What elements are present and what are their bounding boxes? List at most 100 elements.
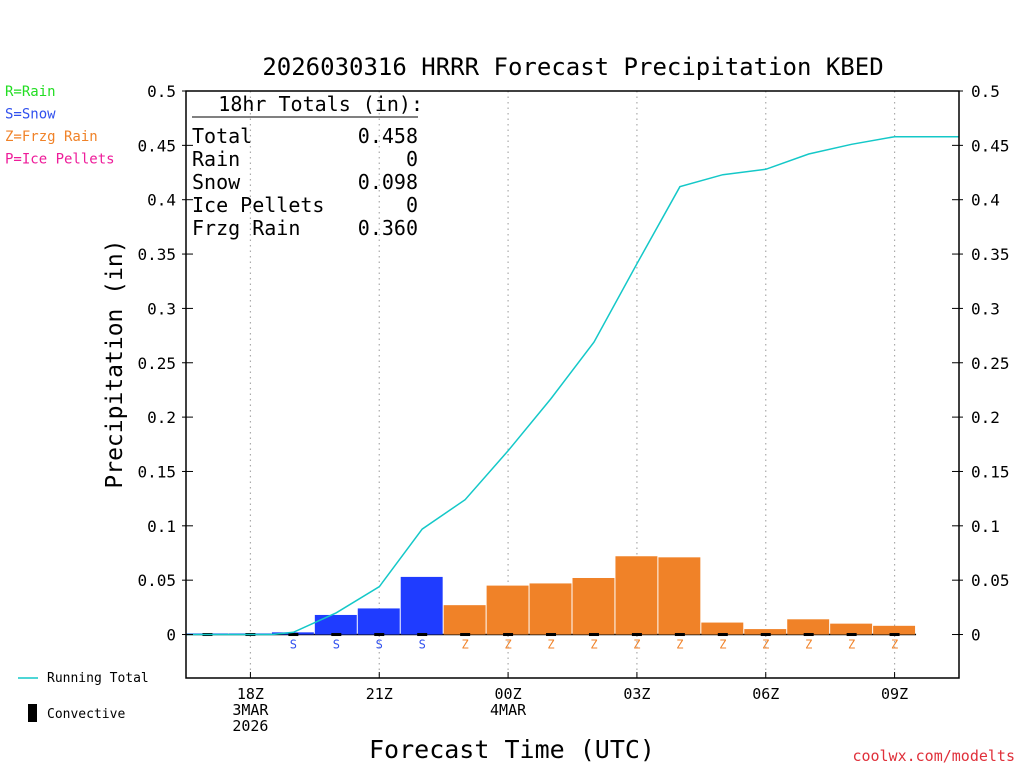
precip-type-legend: R=Rain S=Snow Z=Frzg Rain P=Ice Pellets: [5, 84, 115, 168]
convective-mark-22: [417, 633, 428, 637]
y-tick-label-left: 0.25: [137, 354, 176, 373]
y-tick-label-right: 0.5: [971, 82, 1000, 101]
y-tick-label-right: 0.4: [971, 191, 1000, 210]
bar-hour-29: [701, 622, 744, 635]
x-tick-label: 09Z: [881, 685, 908, 703]
convective-mark-32: [846, 633, 857, 637]
y-tick-label-left: 0.4: [147, 191, 176, 210]
y-tick-label-right: 0.3: [971, 299, 1000, 318]
x-tick-label: 21Z: [366, 685, 393, 703]
legend-entry-3: P=Ice Pellets: [5, 152, 115, 168]
type-mark-32: Z: [848, 638, 855, 652]
y-axis-label: Precipitation (in): [102, 239, 128, 488]
y-tick-label-left: 0.05: [137, 571, 176, 590]
y-tick-label-left: 0.1: [147, 517, 176, 536]
y-tick-label-left: 0: [166, 626, 176, 645]
y-tick-label-left: 0.5: [147, 82, 176, 101]
running-total-polyline: [186, 135, 959, 636]
bar-hour-33: [873, 625, 916, 635]
running-total-line: [186, 135, 959, 636]
hourly-precip-bars: [186, 556, 917, 636]
x-tick-label: 03Z: [623, 685, 650, 703]
y-tick-label-right: 0.15: [971, 462, 1010, 481]
type-mark-19: S: [290, 638, 297, 652]
bar-hour-20: [314, 614, 357, 635]
convective-mark-25: [546, 633, 557, 637]
y-tick-label-right: 0.35: [971, 245, 1010, 264]
bar-hour-22: [400, 576, 443, 635]
type-mark-27: Z: [633, 638, 640, 652]
x-tick-label: 06Z: [752, 685, 779, 703]
legend-entry-2: Z=Frzg Rain: [5, 129, 98, 145]
bar-hour-25: [529, 583, 572, 635]
bottom-legend: Running Total Convective: [18, 671, 149, 722]
x-tick-label: 4MAR: [490, 701, 527, 719]
bar-hour-26: [572, 577, 615, 635]
bar-hour-23: [443, 605, 486, 635]
totals-label-0: Total: [192, 124, 252, 148]
convective-mark-29: [717, 633, 728, 637]
bar-hour-30: [744, 629, 787, 635]
convective-mark-33: [889, 633, 900, 637]
convective-mark-30: [760, 633, 771, 637]
y-tick-label-left: 0.15: [137, 462, 176, 481]
credit-text: coolwx.com/modelts: [852, 747, 1015, 765]
convective-mark-19: [288, 633, 299, 637]
totals-box: 18hr Totals (in): Total 0.458 Rain 0 Snow 0.0…: [192, 92, 423, 240]
type-mark-33: Z: [891, 638, 898, 652]
totals-label-2: Snow: [192, 170, 241, 194]
convective-mark-21: [374, 633, 385, 637]
totals-value-1: 0: [406, 147, 418, 171]
x-axis-label: Forecast Time (UTC): [369, 735, 655, 764]
bar-hour-24: [486, 585, 529, 635]
type-mark-26: Z: [590, 638, 597, 652]
totals-value-2: 0.098: [358, 170, 418, 194]
type-mark-31: Z: [805, 638, 812, 652]
totals-value-0: 0.458: [358, 124, 418, 148]
y-tick-label-right: 0.45: [971, 136, 1010, 155]
legend-entry-1: S=Snow: [5, 107, 56, 123]
plot-frame: [185, 90, 960, 679]
type-mark-28: Z: [676, 638, 683, 652]
convective-mark-20: [331, 633, 342, 637]
type-mark-30: Z: [762, 638, 769, 652]
convective-mark-28: [674, 633, 685, 637]
type-mark-21: S: [376, 638, 383, 652]
x-tick-label: 00Z: [495, 685, 522, 703]
type-mark-22: S: [419, 638, 426, 652]
chart-title: 2026030316 HRRR Forecast Precipitation K…: [262, 53, 883, 81]
y-tick-label-left: 0.45: [137, 136, 176, 155]
type-mark-23: Z: [462, 638, 469, 652]
y-tick-label-left: 0.35: [137, 245, 176, 264]
totals-title: 18hr Totals (in):: [218, 92, 423, 116]
running-total-legend-label: Running Total: [47, 671, 149, 686]
bar-hour-28: [658, 557, 701, 635]
type-mark-20: S: [333, 638, 340, 652]
y-tick-label-right: 0: [971, 626, 981, 645]
bar-hour-27: [615, 556, 658, 635]
type-mark-25: Z: [547, 638, 554, 652]
right-y-axis: 0 0.05 0.1 0.15 0.2 0.25 0.3 0.35 0.4 0.45 0.5: [952, 82, 1010, 645]
y-tick-label-right: 0.25: [971, 354, 1010, 373]
y-tick-label-right: 0.1: [971, 517, 1000, 536]
totals-label-1: Rain: [192, 147, 240, 171]
convective-swatch: [28, 704, 37, 722]
convective-mark-31: [803, 633, 814, 637]
convective-legend-label: Convective: [47, 707, 125, 722]
convective-mark-24: [503, 633, 514, 637]
y-tick-label-right: 0.2: [971, 408, 1000, 427]
bar-hour-21: [357, 608, 400, 635]
convective-mark-27: [631, 633, 642, 637]
y-tick-label-right: 0.05: [971, 571, 1010, 590]
x-tick-label: 2026: [232, 717, 268, 735]
bar-hour-32: [830, 623, 873, 635]
x-tick-label: 3MAR: [232, 701, 269, 719]
x-tick-label: 18Z: [237, 685, 264, 703]
convective-mark-26: [588, 633, 599, 637]
y-tick-label-left: 0.2: [147, 408, 176, 427]
left-y-axis: 0 0.05 0.1 0.15 0.2 0.25 0.3 0.35 0.4 0.45 0.5: [137, 82, 193, 645]
totals-label-4: Frzg Rain: [192, 216, 300, 240]
